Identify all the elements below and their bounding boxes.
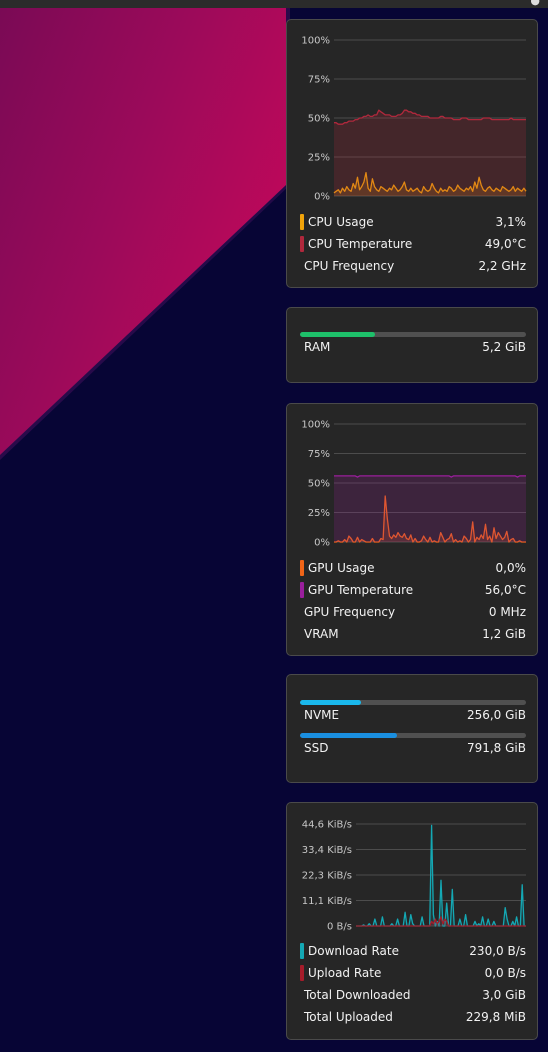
nvme-label: NVME [304, 708, 340, 722]
top-panel: ● [0, 0, 548, 8]
gpu-chart-series-area-1 [334, 496, 526, 542]
ram-row: RAM 5,2 GiB [300, 338, 526, 356]
gpu-chart-y-tick-label: 25% [308, 508, 330, 519]
gpu-panel: 100% 75% 50% 25% 0% GPU Usage 0,0% GPU Tempe… [286, 403, 538, 656]
ssd-value: 791,8 GiB [466, 741, 526, 755]
cpu-chart-series-line-1 [333, 171, 527, 194]
network-chart-y-tick-label: 0 B/s [327, 922, 352, 933]
cpu-chart-series-line-2 [334, 109, 526, 125]
vram-row: VRAM 1,2 GiB [300, 625, 526, 643]
network-chart: 44,6 KiB/s 33,4 KiB/s 22,3 KiB/s 11,1 KiB/s… [302, 820, 526, 933]
network-chart-series-line-2 [356, 916, 526, 927]
cpu-usage-row: CPU Usage 3,1% [300, 213, 526, 231]
nvme-value: 256,0 GiB [466, 708, 526, 722]
upload-rate-value: 0,0 B/s [484, 966, 526, 980]
network-chart-series-area-2 [356, 916, 526, 926]
network-chart-y-tick-label: 11,1 KiB/s [302, 896, 352, 907]
cpu-frequency-value: 2,2 GHz [478, 259, 526, 273]
network-chart-y-tick-label: 22,3 KiB/s [302, 871, 352, 882]
total-downloaded-label: Total Downloaded [304, 988, 411, 1002]
download-rate-label: Download Rate [308, 944, 399, 958]
gpu-chart-y-tick-label: 100% [301, 420, 330, 431]
gpu-usage-label: GPU Usage [308, 561, 375, 575]
ssd-label: SSD [304, 741, 329, 755]
total-downloaded-row: Total Downloaded 3,0 GiB [300, 986, 526, 1004]
network-chart-series-area-1 [356, 825, 526, 926]
total-downloaded-value: 3,0 GiB [482, 988, 526, 1002]
network-chart-y-tick-label: 33,4 KiB/s [302, 845, 352, 856]
gpu-temperature-row: GPU Temperature 56,0°C [300, 581, 526, 599]
gpu-usage-row: GPU Usage 0,0% [300, 559, 526, 577]
upload-rate-swatch [300, 965, 304, 981]
upload-rate-label: Upload Rate [308, 966, 382, 980]
total-uploaded-row: Total Uploaded 229,8 MiB [300, 1008, 526, 1026]
nvme-row: NVME 256,0 GiB [300, 706, 526, 724]
gpu-chart: 100% 75% 50% 25% 0% [301, 420, 526, 549]
gpu-frequency-row: GPU Frequency 0 MHz [300, 603, 526, 621]
nvme-usage-bar [300, 700, 526, 705]
total-uploaded-value: 229,8 MiB [465, 1010, 526, 1024]
cpu-chart-series-area-2 [334, 110, 526, 196]
vram-value: 1,2 GiB [482, 627, 526, 641]
cpu-usage-swatch [300, 214, 304, 230]
download-rate-row: Download Rate 230,0 B/s [300, 942, 526, 960]
ram-label: RAM [304, 340, 331, 354]
cpu-frequency-label: CPU Frequency [304, 259, 395, 273]
gpu-temperature-value: 56,0°C [484, 583, 526, 597]
gpu-temperature-label: GPU Temperature [308, 583, 414, 597]
ssd-usage-bar-fill [300, 733, 398, 738]
gpu-chart-series-area-2 [334, 475, 526, 542]
cpu-usage-label: CPU Usage [308, 215, 374, 229]
cpu-chart-y-tick-label: 75% [308, 75, 330, 86]
cpu-temperature-row: CPU Temperature 49,0°C [300, 235, 526, 253]
cpu-temperature-value: 49,0°C [484, 237, 526, 251]
ram-usage-bar-fill [300, 332, 375, 337]
network-chart-y-tick-label: 44,6 KiB/s [302, 820, 352, 831]
gpu-chart-series-line-1 [334, 495, 526, 543]
network-panel: 44,6 KiB/s 33,4 KiB/s 22,3 KiB/s 11,1 KiB/s… [286, 802, 538, 1040]
cpu-chart: 100% 75% 50% 25% 0% [301, 36, 527, 203]
download-rate-value: 230,0 B/s [469, 944, 526, 958]
ram-panel: RAM 5,2 GiB [286, 307, 538, 383]
cpu-chart-y-tick-label: 100% [301, 36, 330, 47]
status-indicator-icon[interactable]: ● [530, 0, 540, 7]
ssd-usage-bar [300, 733, 526, 738]
total-uploaded-label: Total Uploaded [304, 1010, 393, 1024]
cpu-frequency-row: CPU Frequency 2,2 GHz [300, 257, 526, 275]
gpu-usage-swatch [300, 560, 304, 576]
disk-panel: NVME 256,0 GiB SSD 791,8 GiB [286, 674, 538, 783]
cpu-temperature-swatch [300, 236, 304, 252]
cpu-chart-y-tick-label: 25% [308, 153, 330, 164]
ssd-row: SSD 791,8 GiB [300, 739, 526, 757]
gpu-chart-y-tick-label: 50% [308, 479, 330, 490]
gpu-chart-y-tick-label: 0% [314, 538, 330, 549]
cpu-chart-y-tick-label: 0% [314, 192, 330, 203]
gpu-temperature-swatch [300, 582, 304, 598]
upload-rate-row: Upload Rate 0,0 B/s [300, 964, 526, 982]
gpu-frequency-value: 0 MHz [488, 605, 526, 619]
cpu-chart-series-area-1 [334, 172, 526, 196]
cpu-chart-y-tick-label: 50% [308, 114, 330, 125]
gpu-chart-series-line-2 [334, 475, 526, 478]
cpu-temperature-label: CPU Temperature [308, 237, 413, 251]
gpu-frequency-label: GPU Frequency [304, 605, 396, 619]
download-rate-swatch [300, 943, 304, 959]
cpu-usage-value: 3,1% [495, 215, 527, 229]
nvme-usage-bar-fill [300, 700, 362, 705]
ram-value: 5,2 GiB [482, 340, 526, 354]
ram-usage-bar [300, 332, 526, 337]
vram-label: VRAM [304, 627, 339, 641]
cpu-panel: 100% 75% 50% 25% 0% CPU Usage 3,1% CPU Tempe… [286, 19, 538, 288]
gpu-usage-value: 0,0% [495, 561, 527, 575]
gpu-chart-y-tick-label: 75% [308, 449, 330, 460]
